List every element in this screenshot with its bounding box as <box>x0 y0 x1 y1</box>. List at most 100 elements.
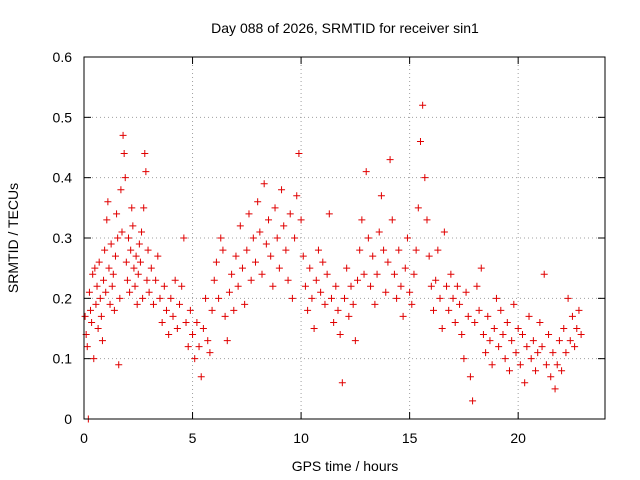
data-point <box>395 246 403 254</box>
data-point <box>356 246 364 254</box>
data-point <box>410 270 418 278</box>
data-point <box>165 331 173 339</box>
data-point <box>514 325 522 332</box>
data-point <box>399 312 407 320</box>
data-point <box>534 349 542 357</box>
data-point <box>132 252 140 260</box>
data-point <box>440 228 448 236</box>
data-point <box>473 282 481 290</box>
data-point <box>510 300 518 308</box>
data-point <box>419 101 427 109</box>
data-point <box>97 312 105 320</box>
data-point <box>147 264 155 272</box>
data-point <box>427 282 435 290</box>
data-point <box>158 318 166 326</box>
data-point <box>538 343 546 351</box>
data-point <box>106 300 114 308</box>
data-point <box>332 282 340 290</box>
data-point <box>267 252 275 260</box>
data-point <box>558 367 566 375</box>
data-point <box>306 264 314 272</box>
data-point <box>564 294 572 302</box>
data-point <box>523 343 531 351</box>
data-point <box>351 337 359 345</box>
data-point <box>484 312 492 320</box>
data-point <box>103 216 111 224</box>
data-point <box>280 222 288 230</box>
data-point <box>519 331 527 339</box>
x-axis-label: GPS time / hours <box>292 458 399 474</box>
data-point <box>512 349 520 357</box>
data-point <box>195 343 203 351</box>
data-point <box>247 276 255 284</box>
data-point <box>571 343 579 351</box>
x-tick-label: 10 <box>293 430 309 446</box>
axis-ticks: 0 0.1 0.2 0.3 0.4 0.5 0.6 0 5 10 15 20 <box>53 49 605 446</box>
data-point <box>349 300 357 308</box>
data-point <box>416 137 424 145</box>
data-point <box>373 270 381 278</box>
data-point <box>547 373 555 381</box>
data-point <box>249 234 257 242</box>
data-point <box>553 361 561 369</box>
data-point <box>475 306 483 314</box>
data-point <box>228 270 236 278</box>
data-point <box>516 361 524 369</box>
data-point <box>323 270 331 278</box>
data-point <box>345 312 353 320</box>
data-point <box>98 337 106 345</box>
data-point <box>445 306 453 314</box>
data-point <box>81 312 89 320</box>
data-point <box>107 240 115 248</box>
data-point <box>121 174 129 182</box>
data-point <box>133 300 141 308</box>
data-point <box>317 288 325 296</box>
data-point <box>560 325 568 332</box>
data-point <box>462 288 470 296</box>
data-point <box>145 288 153 296</box>
data-point <box>89 270 97 278</box>
data-point <box>497 306 505 314</box>
data-point <box>330 318 338 326</box>
data-point <box>492 294 500 302</box>
data-point <box>525 312 533 320</box>
data-point <box>390 270 398 278</box>
data-point <box>176 300 184 308</box>
data-point <box>118 228 126 236</box>
data-point <box>100 276 108 284</box>
data-point <box>215 294 223 302</box>
data-point <box>160 282 168 290</box>
data-point <box>282 246 290 254</box>
data-point <box>85 288 93 296</box>
data-point <box>88 318 96 326</box>
data-point <box>367 282 375 290</box>
data-point <box>386 156 394 164</box>
data-point <box>275 264 283 272</box>
data-point <box>377 192 385 200</box>
data-point <box>299 252 307 260</box>
data-point <box>310 325 318 332</box>
data-point <box>241 300 249 308</box>
data-point <box>243 246 251 254</box>
data-point <box>182 318 190 326</box>
data-point <box>269 282 277 290</box>
data-point <box>549 349 557 357</box>
data-point <box>408 300 416 308</box>
data-point <box>397 282 405 290</box>
data-point <box>131 282 139 290</box>
data-point <box>286 210 294 218</box>
data-point <box>464 312 472 320</box>
data-point <box>458 331 466 339</box>
chart-title: Day 088 of 2026, SRMTID for receiver sin… <box>211 20 479 36</box>
data-point <box>113 210 121 218</box>
data-point <box>529 337 537 345</box>
data-point <box>109 270 117 278</box>
data-point <box>369 252 377 260</box>
data-point <box>178 282 186 290</box>
data-point <box>186 306 194 314</box>
data-point <box>495 343 503 351</box>
data-point <box>230 306 238 314</box>
data-point <box>380 246 388 254</box>
data-point <box>136 258 144 266</box>
data-point <box>536 318 544 326</box>
